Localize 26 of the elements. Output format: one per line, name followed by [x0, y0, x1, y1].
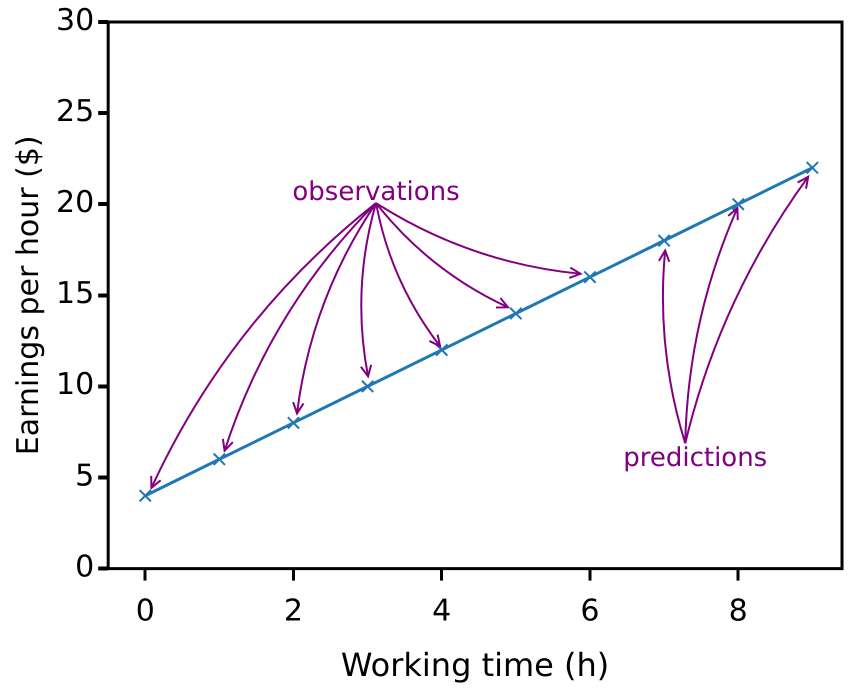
- point: [509, 306, 523, 320]
- point: [435, 343, 448, 357]
- x-tick-label: 4: [432, 593, 452, 628]
- point: [583, 270, 597, 284]
- point: [360, 380, 374, 394]
- annotation: predictions: [623, 443, 768, 474]
- annotation: observations: [292, 176, 460, 207]
- y-tick-label: 25: [56, 94, 94, 129]
- x-axis-title: Working time (h): [340, 646, 610, 684]
- y-tick-label: 0: [75, 549, 94, 584]
- x-tick-label: 6: [580, 593, 600, 628]
- point: [286, 416, 300, 430]
- y-tick-label: 5: [75, 458, 94, 494]
- point: [138, 489, 152, 502]
- point: [212, 452, 226, 466]
- point: [732, 198, 745, 211]
- y-tick-label: 10: [56, 367, 94, 402]
- point: [657, 234, 671, 248]
- x-tick-label: 2: [284, 593, 304, 628]
- y-tick-label: 20: [56, 184, 94, 220]
- y-tick-label: 30: [56, 2, 94, 38]
- y-tick-label: 15: [56, 276, 94, 312]
- point: [806, 161, 820, 174]
- x-tick-label: 8: [728, 593, 748, 628]
- x-tick-label: 0: [136, 593, 155, 628]
- y-axis-title: Earnings per hour ($): [10, 135, 46, 456]
